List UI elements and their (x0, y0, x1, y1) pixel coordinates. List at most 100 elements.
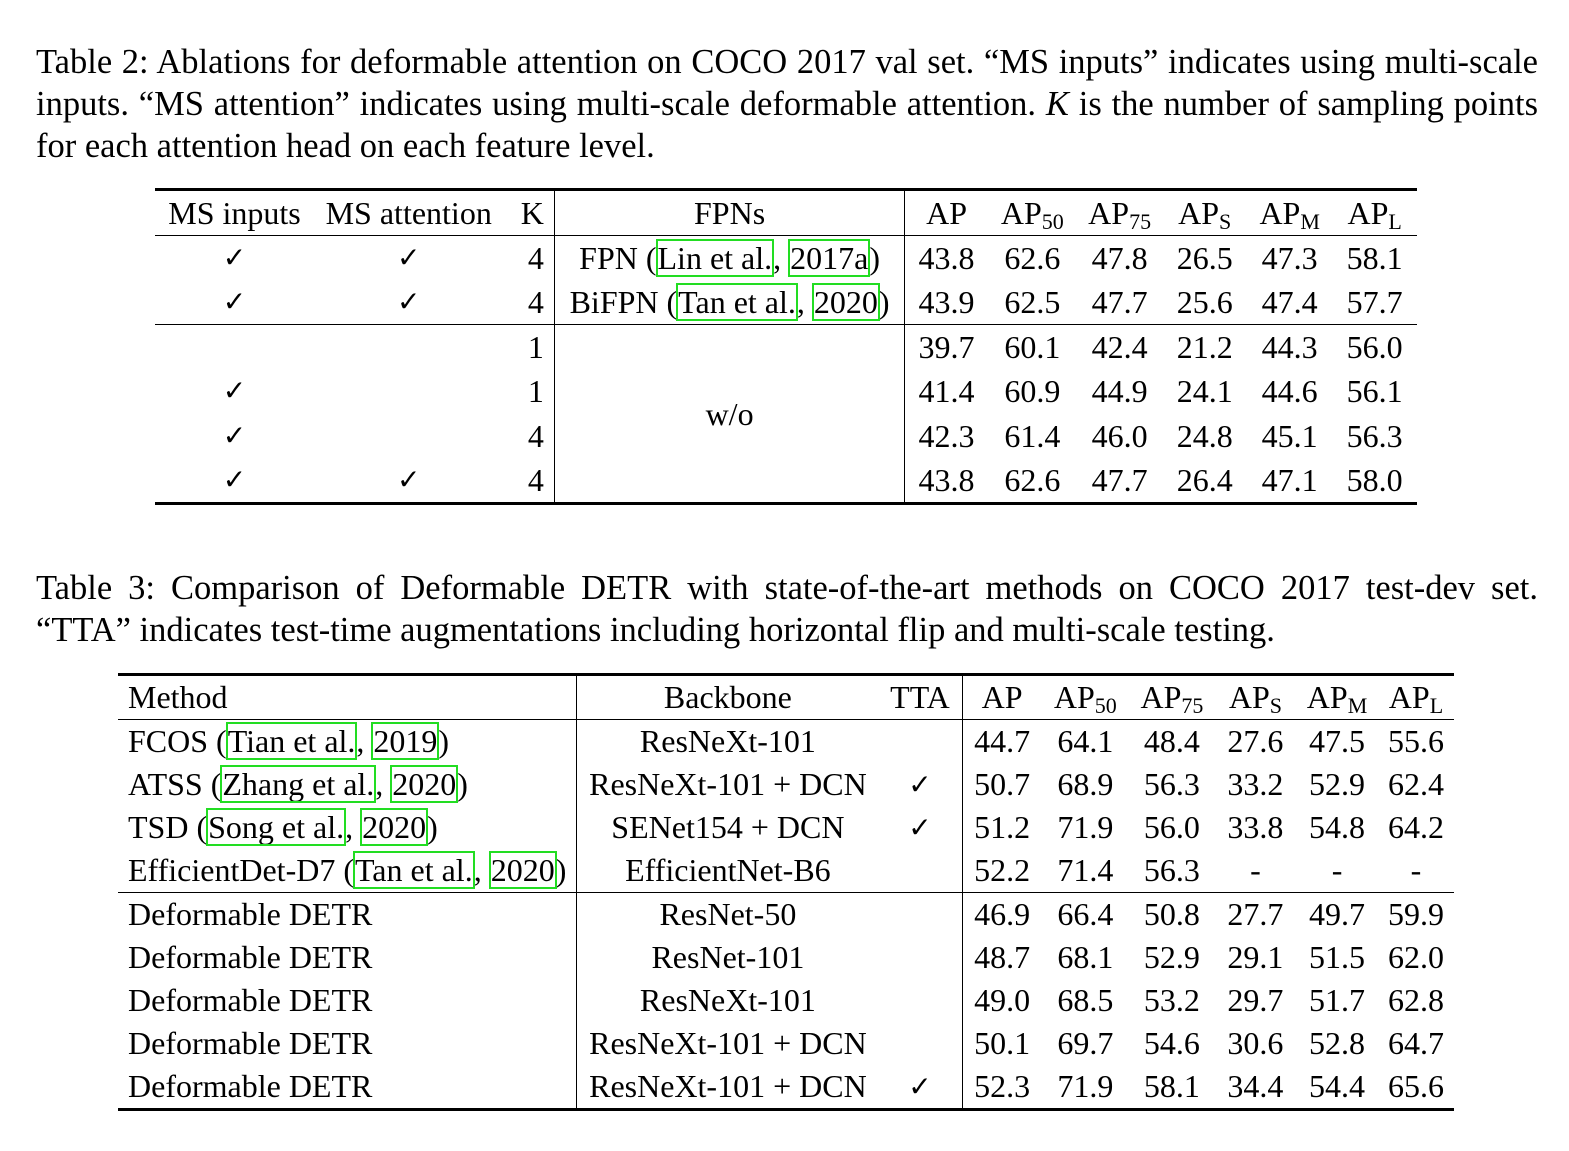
table-row: Deformable DETR ResNeXt-101 + DCN ✓ 52.3… (118, 1065, 1454, 1110)
table-cell: 56.3 (1346, 417, 1403, 454)
table3-backbone: SENet154 + DCN (611, 809, 845, 845)
citation-link[interactable]: 2020 (488, 851, 557, 889)
table2-header-ms-attention: MS attention (313, 189, 504, 236)
table-cell: 51.5 (1309, 939, 1366, 975)
table3-method: Deformable DETR (118, 1065, 578, 1110)
table3-backbone: ResNet-50 (576, 892, 879, 936)
table2-caption-var: K (1045, 85, 1069, 123)
table2-k: 4 (503, 413, 555, 458)
table-cell: 29.1 (1227, 939, 1284, 975)
table-cell: 56.0 (1332, 324, 1417, 369)
citation-link[interactable]: 2020 (390, 765, 459, 803)
table-cell: 47.7 (1091, 284, 1148, 320)
table-cell: 64.2 (1387, 809, 1444, 845)
table-cell: 57.7 (1346, 284, 1403, 320)
table-row: ✓ ✓ 4 43.8 62.6 47.7 26.4 47.1 58.0 (155, 458, 1417, 504)
table-cell: 58.0 (1346, 462, 1403, 498)
check-icon: ✓ (396, 463, 421, 496)
citation-link[interactable]: 2017a (788, 239, 871, 277)
table2-fpn-wo: w/o (554, 324, 906, 504)
check-icon (878, 1022, 963, 1065)
table3-backbone: ResNet-101 (651, 939, 805, 975)
citation-link[interactable]: Tan et al. (676, 283, 798, 321)
table-cell: 47.5 (1309, 723, 1366, 759)
table-cell: 26.5 (1176, 240, 1233, 276)
table-cell: 42.4 (1076, 324, 1163, 369)
table-cell: 27.6 (1227, 723, 1284, 759)
check-icon: ✓ (878, 763, 963, 806)
table-row: TSD (Song et al., 2020) SENet154 + DCN ✓… (118, 806, 1454, 849)
table3-method: Deformable DETR (118, 1022, 578, 1065)
table-cell: 44.3 (1247, 324, 1333, 369)
table-cell: 65.6 (1387, 1068, 1444, 1104)
table2-k: 4 (503, 280, 555, 325)
table2-header-ap75: AP75 (1076, 189, 1163, 236)
table-cell: 34.4 (1227, 1068, 1284, 1104)
table-row: ATSS (Zhang et al., 2020) ResNeXt-101 + … (118, 763, 1454, 806)
citation-link[interactable]: 2020 (811, 283, 880, 321)
citation-link[interactable]: Lin et al. (655, 239, 775, 277)
table-row: Deformable DETR ResNeXt-101 49.0 68.5 53… (118, 979, 1454, 1022)
table-cell: - (1250, 852, 1261, 888)
table-row: EfficientDet-D7 (Tan et al., 2020) Effic… (118, 849, 1454, 893)
table-cell: 56.1 (1346, 373, 1403, 410)
table-row: ✓ ✓ 4 FPN (Lin et al., 2017a) 43.8 62.6 … (155, 235, 1417, 280)
table3-header-ap50: AP50 (1041, 674, 1130, 720)
table-cell: 60.1 (987, 324, 1077, 369)
table-cell: 51.7 (1309, 982, 1366, 1018)
table2-header-apl: APL (1332, 189, 1417, 236)
table-row: 1 w/o 39.7 60.1 42.4 21.2 44.3 56.0 (155, 324, 1417, 504)
table-cell: 52.3 (974, 1068, 1031, 1104)
table-cell: 26.4 (1176, 462, 1233, 498)
table3-header-method: Method (118, 674, 578, 720)
table2-k: 1 (503, 369, 555, 414)
table3-header-tta: TTA (878, 674, 963, 720)
table-cell: 47.3 (1261, 240, 1318, 276)
citation-link[interactable]: Zhang et al. (220, 765, 377, 803)
citation-link[interactable]: 2020 (360, 808, 429, 846)
check-icon: ✓ (222, 463, 247, 496)
table3-backbone: ResNeXt-101 + DCN (589, 1068, 867, 1104)
table3-header-apm: APM (1296, 674, 1378, 720)
table-cell: 50.1 (974, 1025, 1031, 1061)
table-cell: 52.9 (1143, 939, 1200, 975)
table-cell: 27.7 (1214, 892, 1297, 936)
table-cell: 69.7 (1057, 1025, 1114, 1061)
table3-header-ap75: AP75 (1129, 674, 1215, 720)
table3-backbone: ResNeXt-101 + DCN (589, 1025, 867, 1061)
table3-header-backbone: Backbone (576, 674, 879, 720)
table-cell: 47.1 (1261, 462, 1318, 498)
table2-caption: Table 2: Ablations for deformable attent… (36, 41, 1538, 167)
citation-link[interactable]: Song et al. (206, 808, 347, 846)
check-icon (314, 414, 503, 459)
check-icon (878, 719, 963, 763)
table-cell: 59.9 (1377, 892, 1454, 936)
citation-link[interactable]: 2019 (371, 722, 440, 760)
citation-link[interactable]: Tan et al. (352, 851, 475, 889)
table-cell: 56.0 (1143, 809, 1200, 845)
table-cell: 52.9 (1309, 766, 1366, 802)
table3-header-row: Method Backbone TTA AP AP50 AP75 APS APM… (118, 674, 1454, 720)
table-cell: - (1331, 852, 1343, 888)
table-cell: 33.2 (1227, 766, 1284, 802)
table3-method: Deformable DETR (118, 979, 578, 1022)
table3-method: TSD (Song et al., 2020) (118, 806, 578, 849)
table-cell: 48.7 (974, 939, 1031, 975)
check-icon (314, 369, 503, 414)
table-cell: 30.6 (1227, 1025, 1284, 1061)
table3-method: EfficientDet-D7 (Tan et al., 2020) (118, 849, 578, 893)
table3-header-aps: APS (1214, 674, 1297, 720)
table-cell: 49.0 (974, 982, 1031, 1018)
table-cell: 49.7 (1296, 892, 1378, 936)
table-cell: 71.4 (1057, 852, 1114, 888)
table-cell: 61.4 (1004, 417, 1061, 454)
table-cell: 47.7 (1091, 462, 1148, 498)
check-icon (878, 849, 963, 893)
table2-k: 4 (503, 235, 555, 280)
table-cell: 44.9 (1091, 373, 1148, 410)
table-cell: 71.9 (1057, 809, 1114, 845)
table-cell: 24.1 (1176, 373, 1233, 410)
table-cell: 62.0 (1387, 939, 1444, 975)
citation-link[interactable]: Tian et al. (225, 722, 358, 760)
check-icon (878, 936, 963, 979)
